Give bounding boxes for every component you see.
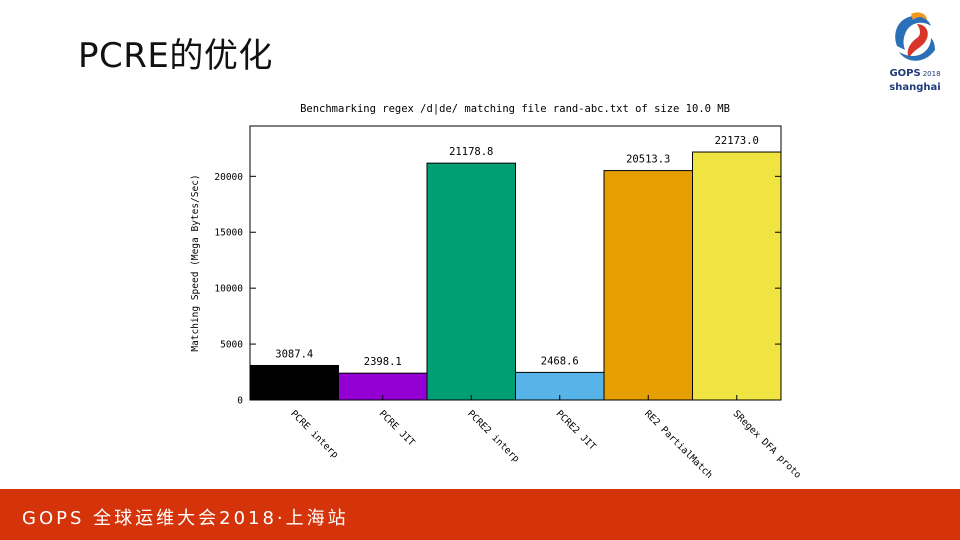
y-axis-label: Matching Speed (Mega Bytes/Sec) (190, 174, 201, 351)
x-tick-label: RE2 PartialMatch (642, 408, 714, 480)
y-tick-label: 5000 (220, 340, 243, 351)
bar-value-label: 3087.4 (275, 348, 313, 360)
bar-5 (692, 151, 782, 401)
x-tick-label: PCRE2 interp (465, 408, 522, 465)
logo-year: 2018 (922, 70, 941, 78)
bar-value-label: 21178.8 (449, 146, 493, 158)
x-tick-label: PCRE interp (288, 408, 340, 460)
bar-4 (603, 170, 693, 401)
bar-2 (426, 162, 516, 401)
gops-logo-icon (895, 12, 935, 61)
y-tick-label: 20000 (214, 172, 243, 183)
y-tick-label: 10000 (214, 284, 243, 295)
footer-bar: GOPS 全球运维大会2018·上海站 (0, 489, 960, 540)
bar-value-label: 22173.0 (715, 135, 759, 147)
x-tick-label: PCRE JIT (377, 408, 417, 448)
slide-title: PCRE的优化 (78, 36, 273, 76)
plot-frame (249, 125, 782, 401)
logo-blue-ring (895, 16, 931, 50)
logo-brand: GOPS 2018 (880, 68, 950, 79)
logo-orange-flame (911, 12, 927, 20)
y-tick-label: 15000 (214, 228, 243, 239)
x-axis: PCRE interp PCRE JIT PCRE2 interp PCRE2 JIT… (288, 395, 803, 481)
bar-0 (249, 364, 339, 401)
value-labels-layer: 3087.4 2398.1 21178.8 2468.6 20513.3 22173.0 (275, 135, 759, 368)
bar-value-label: 2398.1 (364, 356, 402, 368)
gops-logo: GOPS 2018 shanghai (880, 10, 950, 98)
bar-value-label: 20513.3 (626, 154, 670, 166)
chart-title: Benchmarking regex /d|de/ matching file … (300, 103, 730, 115)
y-tick-label: 0 (237, 396, 243, 407)
logo-red-swirl (907, 24, 928, 58)
benchmark-bar-chart: Benchmarking regex /d|de/ matching file … (190, 103, 803, 481)
logo-blue-base (899, 38, 935, 61)
logo-city: shanghai (889, 82, 941, 93)
x-tick-label: PCRE2 JIT (554, 408, 598, 452)
x-tick-label: SRegex DFA proto (731, 408, 804, 481)
logo-brand-text: GOPS (889, 68, 921, 79)
footer-text: GOPS 全球运维大会2018·上海站 (22, 508, 349, 529)
bar-value-label: 2468.6 (541, 355, 579, 367)
bars-layer (249, 151, 782, 401)
